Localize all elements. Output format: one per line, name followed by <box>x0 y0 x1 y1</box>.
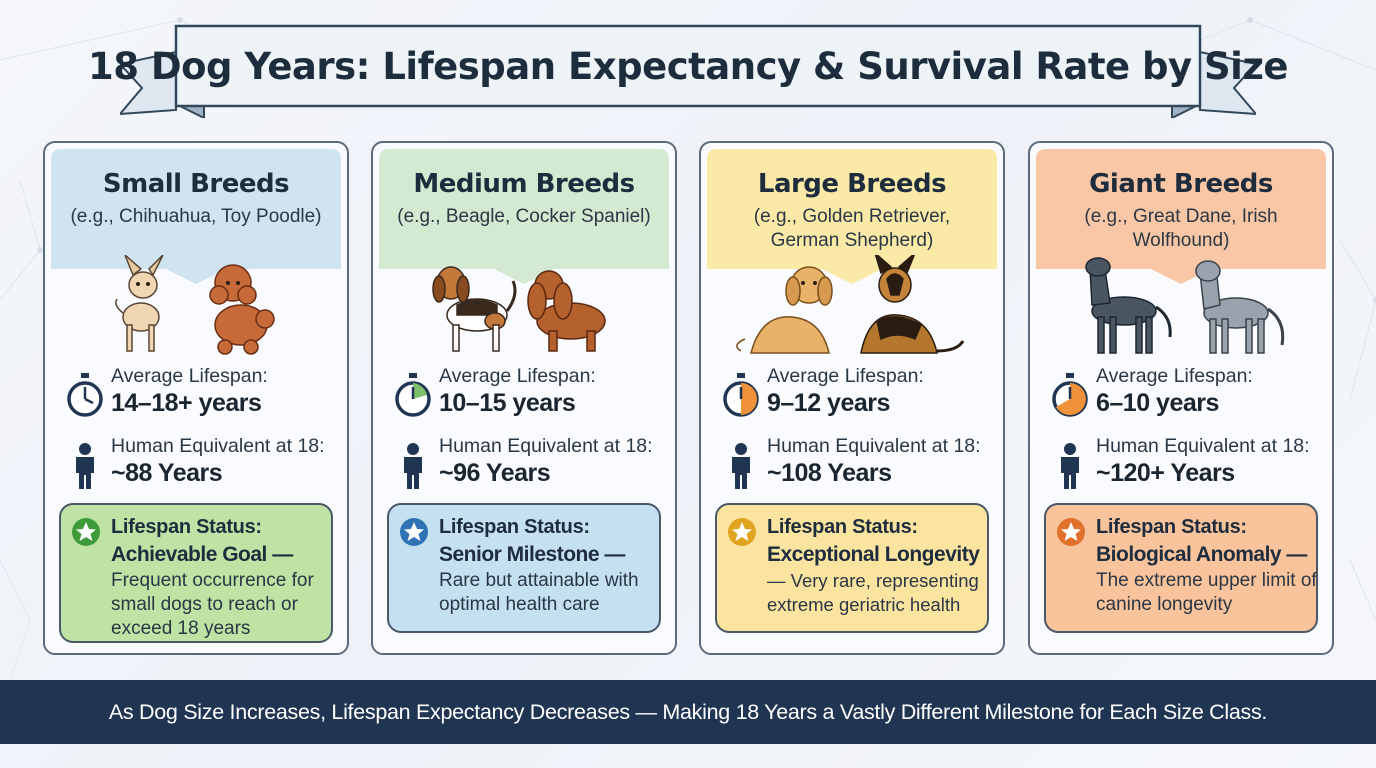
card-title: Giant Breeds <box>1089 169 1273 199</box>
beagle-spaniel-illustration <box>432 266 606 352</box>
human-value: ~96 Years <box>439 459 551 487</box>
person-icon <box>732 443 750 489</box>
card-title: Medium Breeds <box>413 169 635 199</box>
card-examples: (e.g., Great Dane, Irish Wolfhound) <box>1084 206 1278 251</box>
star-badge-icon <box>72 518 100 546</box>
lifespan-value: 10–15 years <box>439 389 576 417</box>
stopwatch-icon <box>723 373 759 417</box>
stopwatch-icon <box>1052 373 1088 417</box>
human-equivalent: Human Equivalent at 18: ~88 Years <box>65 435 345 495</box>
human-value: ~120+ Years <box>1096 459 1235 487</box>
stopwatch-icon <box>395 373 431 417</box>
card-medium-breeds: Medium Breeds (e.g., Beagle, Cocker Span… <box>371 141 677 655</box>
person-icon <box>76 443 94 489</box>
lifespan-value: 9–12 years <box>767 389 890 417</box>
card-header: Giant Breeds (e.g., Great Dane, Irish Wo… <box>1036 149 1326 284</box>
footer-banner: As Dog Size Increases, Lifespan Expectan… <box>0 680 1376 744</box>
person-icon <box>404 443 422 489</box>
card-large-breeds: Large Breeds (e.g., Golden Retriever, Ge… <box>699 141 1005 655</box>
card-header: Large Breeds (e.g., Golden Retriever, Ge… <box>707 149 997 284</box>
person-icon <box>1061 443 1079 489</box>
lifespan-value: 14–18+ years <box>111 389 262 417</box>
card-header: Medium Breeds (e.g., Beagle, Cocker Span… <box>379 149 669 284</box>
human-equivalent: Human Equivalent at 18: ~120+ Years <box>1050 435 1330 495</box>
retriever-shepherd-illustration <box>736 255 965 354</box>
star-badge-icon <box>400 518 428 546</box>
human-equivalent: Human Equivalent at 18: ~96 Years <box>393 435 673 495</box>
average-lifespan: Average Lifespan: 9–12 years <box>721 365 1001 425</box>
star-badge-icon <box>1057 518 1085 546</box>
human-equivalent: Human Equivalent at 18: ~108 Years <box>721 435 1001 495</box>
lifespan-status-box: Lifespan Status: Biological Anomaly — Th… <box>1044 503 1318 633</box>
stopwatch-icon <box>67 373 103 417</box>
card-giant-breeds: Giant Breeds (e.g., Great Dane, Irish Wo… <box>1028 141 1334 655</box>
average-lifespan: Average Lifespan: 6–10 years <box>1050 365 1330 425</box>
lifespan-status-box: Lifespan Status: Achievable Goal — Frequ… <box>59 503 333 643</box>
card-header: Small Breeds (e.g., Chihuahua, Toy Poodl… <box>51 149 341 284</box>
page-title: 18 Dog Years: Lifespan Expectancy & Surv… <box>88 44 1288 88</box>
title-ribbon: 18 Dog Years: Lifespan Expectancy & Surv… <box>88 22 1288 118</box>
card-title: Large Breeds <box>757 169 947 199</box>
human-value: ~88 Years <box>111 459 223 487</box>
card-title: Small Breeds <box>102 169 290 199</box>
chihuahua-poodle-illustration <box>115 255 275 355</box>
average-lifespan: Average Lifespan: 14–18+ years <box>65 365 345 425</box>
star-badge-icon <box>728 518 756 546</box>
card-small-breeds: Small Breeds (e.g., Chihuahua, Toy Poodl… <box>43 141 349 655</box>
lifespan-status-box: Lifespan Status: Senior Milestone — Rare… <box>387 503 661 633</box>
card-examples: (e.g., Chihuahua, Toy Poodle) <box>70 206 322 227</box>
great-dane-wolfhound-illustration <box>1085 257 1285 354</box>
card-examples: (e.g., Golden Retriever, German Shepherd… <box>753 206 951 251</box>
lifespan-status-box: Lifespan Status: Exceptional Longevity —… <box>715 503 989 633</box>
human-value: ~108 Years <box>767 459 892 487</box>
average-lifespan: Average Lifespan: 10–15 years <box>393 365 673 425</box>
lifespan-value: 6–10 years <box>1096 389 1219 417</box>
card-examples: (e.g., Beagle, Cocker Spaniel) <box>397 206 651 227</box>
